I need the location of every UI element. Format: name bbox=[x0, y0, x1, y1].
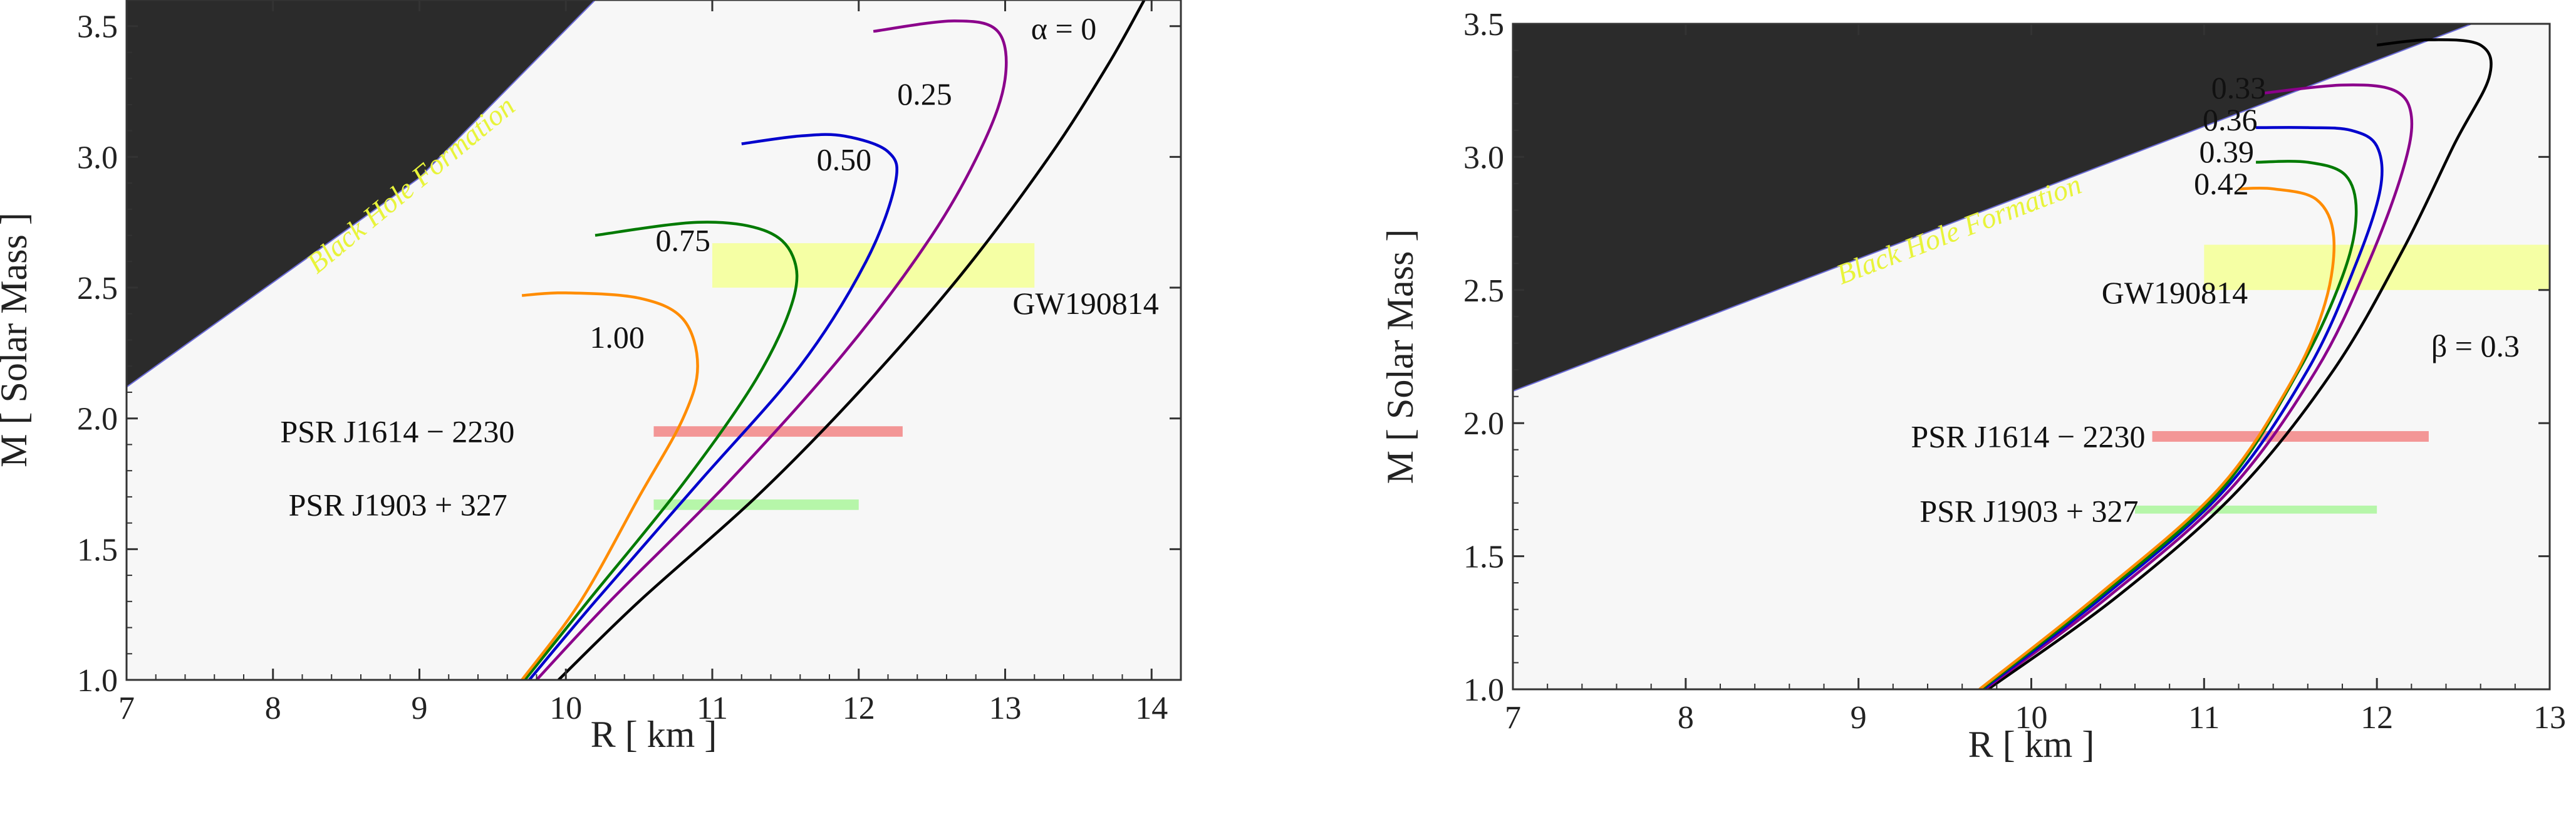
band-label-1: PSR J1614 − 2230 bbox=[280, 414, 514, 449]
series-line-5 bbox=[521, 291, 699, 680]
band-1 bbox=[2204, 244, 2550, 290]
x-axis-label: R [ km ] bbox=[591, 714, 717, 755]
band-3 bbox=[653, 499, 859, 510]
x-tick-label: 13 bbox=[989, 691, 1022, 726]
band-3 bbox=[2135, 505, 2377, 514]
curve-label-3: 0.39 bbox=[2199, 134, 2254, 169]
x-tick-label: 10 bbox=[2015, 700, 2048, 736]
y-tick-label: 3.0 bbox=[77, 140, 118, 175]
y-axis-label: M [ Solar Mass ] bbox=[0, 212, 34, 467]
series-line-1 bbox=[557, 0, 1146, 680]
y-tick-label: 2.0 bbox=[1463, 406, 1504, 442]
black-hole-region bbox=[1513, 24, 2473, 392]
series-line-4 bbox=[1980, 160, 2358, 689]
y-tick-label: 1.5 bbox=[77, 532, 118, 568]
y-tick-label: 2.5 bbox=[1463, 273, 1504, 309]
x-tick-label: 12 bbox=[843, 691, 875, 726]
x-tick-label: 14 bbox=[1135, 691, 1168, 726]
curve-label-6: β = 0.3 bbox=[2431, 328, 2520, 363]
x-tick-label: 7 bbox=[1505, 700, 1521, 736]
x-axis-label: R [ km ] bbox=[1968, 724, 2095, 765]
series-line-1 bbox=[1987, 38, 2493, 689]
y-tick-label: 1.5 bbox=[1463, 540, 1504, 575]
band-label-2: PSR J1903 + 327 bbox=[289, 487, 507, 522]
y-tick-label: 2.5 bbox=[77, 271, 118, 306]
curve-label-5: GW190814 bbox=[2102, 275, 2248, 310]
x-tick-label: 7 bbox=[118, 691, 135, 726]
curve-label-3: 0.50 bbox=[817, 142, 872, 177]
y-tick-label: 1.0 bbox=[1463, 672, 1504, 708]
curve-label-5: 1.00 bbox=[589, 320, 645, 355]
curve-label-1: 0.33 bbox=[2211, 70, 2267, 105]
y-tick-label: 3.0 bbox=[1463, 140, 1504, 175]
curve-label-4: 0.42 bbox=[2194, 166, 2249, 201]
x-tick-label: 9 bbox=[412, 691, 428, 726]
y-tick-label: 2.0 bbox=[77, 402, 118, 437]
x-tick-label: 8 bbox=[1678, 700, 1694, 736]
x-tick-label: 10 bbox=[549, 691, 582, 726]
x-tick-label: 12 bbox=[2360, 700, 2393, 736]
curve-label-2: 0.36 bbox=[2203, 102, 2258, 137]
x-tick-label: 11 bbox=[2188, 700, 2220, 736]
y-tick-label: 1.0 bbox=[77, 663, 118, 699]
series-line-2 bbox=[1983, 83, 2414, 689]
series-line-5 bbox=[1978, 186, 2336, 689]
x-tick-label: 9 bbox=[1851, 700, 1867, 736]
band-label-1: PSR J1614 − 2230 bbox=[1911, 419, 2145, 454]
panel-1: Black Hole Formation 7 8 9 10 11 12 13 14 1.0 1.5 2… bbox=[0, 0, 1182, 755]
plot-area: Black Hole Formation bbox=[127, 0, 1146, 680]
curve-label-6: GW190814 bbox=[1012, 286, 1158, 321]
y-axis-label: M [ Solar Mass ] bbox=[1379, 229, 1421, 484]
x-tick-label: 13 bbox=[2533, 700, 2566, 736]
band-label-2: PSR J1903 + 327 bbox=[1919, 493, 2138, 528]
curve-label-1: α = 0 bbox=[1031, 11, 1096, 46]
black-hole-region bbox=[127, 0, 596, 388]
band-2 bbox=[2152, 430, 2429, 442]
band-2 bbox=[653, 426, 903, 437]
y-tick-label: 3.5 bbox=[1463, 7, 1504, 43]
curve-label-4: 0.75 bbox=[656, 223, 711, 258]
curve-label-2: 0.25 bbox=[897, 76, 952, 112]
series-line-2 bbox=[535, 19, 1008, 680]
x-tick-label: 8 bbox=[265, 691, 281, 726]
series-line-3 bbox=[1981, 126, 2384, 689]
x-tick-label: 11 bbox=[697, 691, 728, 726]
series-line-4 bbox=[524, 221, 799, 680]
y-tick-label: 3.5 bbox=[77, 9, 118, 45]
series-line-3 bbox=[528, 133, 898, 680]
